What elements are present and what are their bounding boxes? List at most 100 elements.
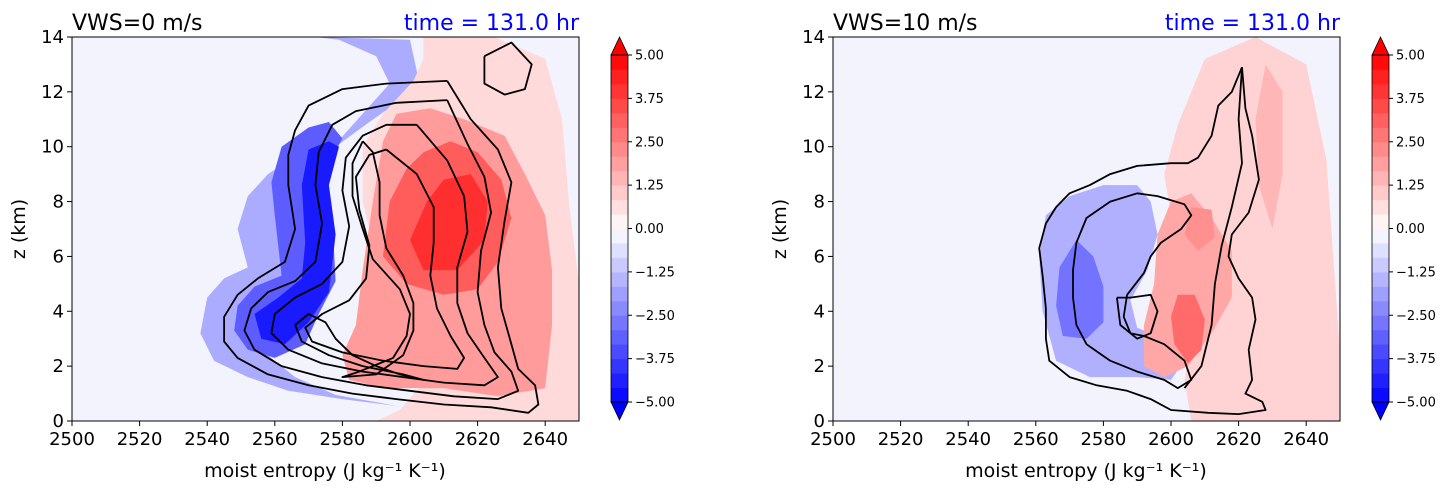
- y-tick-label: 0: [53, 411, 64, 432]
- x-tick-label: 2620: [455, 429, 501, 450]
- colorbar-band: [611, 286, 628, 302]
- colorbar: 5.00 3.75 2.50 1.25 0.00 −1.25 −2.50 −3.75 −5.00: [610, 36, 675, 421]
- colorbar-band: [1372, 329, 1389, 345]
- filled-region-positive: [410, 174, 488, 271]
- colorbar-band: [1372, 98, 1389, 114]
- colorbar-band: [611, 69, 628, 85]
- colorbar-tick-label: 0.00: [1396, 222, 1425, 237]
- panel-title: VWS=0 m/s: [72, 11, 203, 36]
- colorbar-tick-label: 5.00: [1396, 49, 1425, 64]
- colorbar-tick-label: −3.75: [1396, 352, 1436, 367]
- colorbar-band: [611, 55, 628, 70]
- x-tick-label: 2520: [878, 429, 924, 450]
- y-axis-label: z (km): [769, 199, 791, 259]
- colorbar-band: [611, 344, 628, 360]
- x-tick-label: 2560: [252, 429, 298, 450]
- x-tick-label: 2540: [945, 429, 991, 450]
- colorbar-band: [1372, 156, 1389, 172]
- contour-line: [243, 99, 520, 400]
- contour-lines: [223, 41, 540, 414]
- x-tick-label: 2520: [117, 429, 163, 450]
- x-tick-label: 2500: [810, 429, 856, 450]
- colorbar-extend-min: [610, 401, 629, 421]
- colorbar-band: [611, 315, 628, 331]
- colorbar-band: [1372, 199, 1389, 215]
- colorbar-tick-label: 2.50: [1396, 135, 1425, 150]
- filled-region-positive: [1255, 64, 1283, 230]
- filled-region-positive: [1171, 294, 1205, 364]
- panel-vws-0: 2500 2520 2540 2560 2580 2600 2620 2640 0 2 4 6 8 10…: [8, 11, 675, 482]
- colorbar-extend-max: [610, 36, 629, 56]
- y-tick-label: 6: [53, 246, 64, 267]
- colorbar-band: [1372, 170, 1389, 186]
- colorbar-band: [1372, 69, 1389, 85]
- colorbar-band: [1372, 55, 1389, 70]
- contour-line: [304, 148, 465, 370]
- contour-line: [1183, 67, 1243, 389]
- colorbar-band: [611, 185, 628, 201]
- colorbar-band: [611, 214, 628, 229]
- y-tick-label: 2: [53, 356, 64, 377]
- colorbar-band: [611, 242, 628, 258]
- colorbar-band: [1372, 387, 1389, 403]
- filled-region-positive: [1184, 207, 1215, 251]
- y-tick-label: 14: [802, 27, 825, 48]
- x-axis: 2500 2520 2540 2560 2580 2600 2620 2640: [810, 421, 1329, 450]
- x-tick-label: 2580: [319, 429, 365, 450]
- colorbar-band: [1372, 315, 1389, 331]
- colorbar-tick-label: −2.50: [1396, 309, 1436, 324]
- y-tick-label: 12: [41, 82, 64, 103]
- contour-line: [1038, 66, 1267, 415]
- colorbar-band: [611, 141, 628, 157]
- y-tick-label: 4: [814, 301, 825, 322]
- colorbar-band: [1372, 214, 1389, 229]
- colorbar-band: [1372, 257, 1389, 273]
- colorbar-band: [1372, 358, 1389, 374]
- y-tick-label: 4: [53, 301, 64, 322]
- y-tick-label: 0: [814, 411, 825, 432]
- x-tick-label: 2600: [387, 429, 433, 450]
- colorbar-tick-label: −1.25: [635, 265, 675, 280]
- panel-vws-10: 2500 2520 2540 2560 2580 2600 2620 2640 0 2 4 6 8 10…: [769, 11, 1436, 482]
- contour-line: [483, 41, 533, 96]
- colorbar-extend-max: [1371, 36, 1390, 56]
- y-axis: 0 2 4 6 8 10 12 14: [41, 27, 72, 432]
- y-tick-label: 8: [53, 192, 64, 213]
- colorbar-tick-label: 3.75: [635, 92, 664, 107]
- contour-line: [1116, 293, 1159, 340]
- colorbar-tick-label: −5.00: [635, 396, 675, 411]
- colorbar-band: [611, 358, 628, 374]
- colorbar-band: [1372, 300, 1389, 316]
- colorbar-band: [1372, 228, 1389, 244]
- x-axis-label: moist entropy (J kg⁻¹ K⁻¹): [204, 460, 446, 482]
- y-tick-label: 10: [802, 137, 825, 158]
- y-tick-label: 10: [41, 137, 64, 158]
- colorbar-band: [611, 83, 628, 99]
- x-tick-label: 2560: [1013, 429, 1059, 450]
- colorbar-tick-label: 2.50: [635, 135, 664, 150]
- colorbar-band: [611, 170, 628, 186]
- colorbar-band: [611, 112, 628, 128]
- colorbar-band: [1372, 127, 1389, 143]
- colorbar-band: [1372, 286, 1389, 302]
- colorbar-band: [611, 199, 628, 215]
- filled-region-negative: [1056, 240, 1104, 339]
- colorbar-band: [611, 156, 628, 172]
- colorbar-band: [1372, 271, 1389, 287]
- colorbar-band: [611, 257, 628, 273]
- colorbar-tick-label: 0.00: [635, 222, 664, 237]
- colorbar-tick-label: −5.00: [1396, 396, 1436, 411]
- y-tick-label: 14: [41, 27, 64, 48]
- time-label: time = 131.0 hr: [1165, 11, 1341, 36]
- x-tick-label: 2640: [522, 429, 568, 450]
- y-tick-label: 12: [802, 82, 825, 103]
- colorbar-band: [611, 373, 628, 389]
- panel-title: VWS=10 m/s: [833, 11, 978, 36]
- colorbar-band: [1372, 373, 1389, 389]
- colorbar-band: [611, 127, 628, 143]
- colorbar-band: [611, 228, 628, 244]
- y-tick-label: 6: [814, 246, 825, 267]
- colorbar-extend-min: [1371, 401, 1390, 421]
- colorbar: 5.00 3.75 2.50 1.25 0.00 −1.25 −2.50 −3.75 −5.00: [1371, 36, 1436, 421]
- colorbar-tick-label: 5.00: [635, 49, 664, 64]
